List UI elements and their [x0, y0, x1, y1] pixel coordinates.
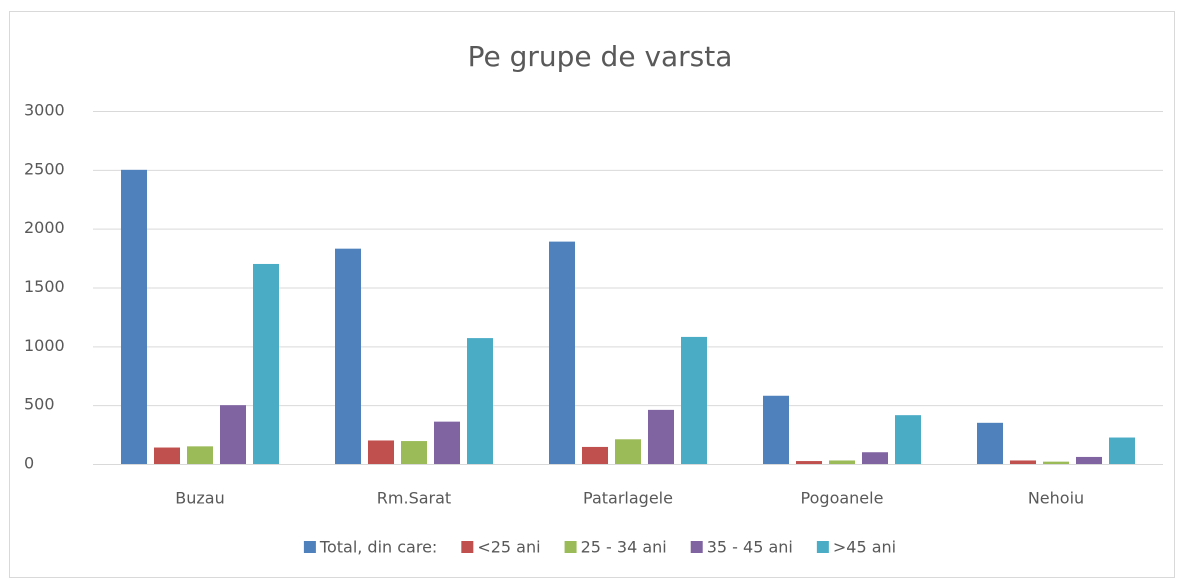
y-tick-label: 3000	[24, 101, 65, 120]
legend-label: <25 ani	[477, 538, 540, 557]
legend-swatch	[564, 541, 577, 553]
x-tick-label: Patarlagele	[583, 489, 673, 508]
bar	[220, 405, 246, 464]
bar	[1076, 456, 1102, 464]
chart-title: Pe grupe de varsta	[468, 40, 733, 73]
bar	[467, 338, 493, 464]
x-tick-label: Rm.Sarat	[377, 489, 451, 508]
bar	[862, 452, 888, 464]
y-tick-label: 1000	[24, 336, 65, 355]
bar	[1010, 460, 1036, 464]
bar	[335, 248, 361, 464]
bar	[549, 241, 575, 464]
bar	[895, 415, 921, 464]
bar	[1043, 461, 1069, 464]
x-tick-label: Nehoiu	[1028, 489, 1084, 508]
bar	[829, 460, 855, 464]
bar	[253, 263, 279, 464]
bar	[796, 461, 822, 464]
bar	[582, 446, 608, 464]
legend-swatch	[303, 541, 316, 553]
bar	[154, 447, 180, 464]
bar	[1109, 437, 1135, 464]
x-tick-label: Buzau	[175, 489, 224, 508]
x-tick-label: Pogoanele	[801, 489, 884, 508]
bar	[434, 421, 460, 464]
y-tick-label: 500	[24, 395, 55, 414]
bar	[977, 422, 1003, 464]
bar	[368, 440, 394, 464]
bar	[401, 441, 427, 464]
legend-swatch	[816, 541, 829, 553]
bar	[121, 169, 147, 465]
bar	[763, 395, 789, 464]
bar	[648, 409, 674, 464]
bar	[187, 446, 213, 464]
legend-swatch	[461, 541, 474, 553]
legend-label: >45 ani	[833, 538, 896, 557]
legend-label: 35 - 45 ani	[707, 538, 793, 557]
legend-swatch	[690, 541, 703, 553]
y-tick-label: 2500	[24, 159, 65, 178]
y-tick-label: 1500	[24, 277, 65, 296]
bar	[615, 439, 641, 464]
y-tick-label: 2000	[24, 218, 65, 237]
legend-label: 25 - 34 ani	[581, 538, 667, 557]
y-tick-label: 0	[24, 454, 34, 473]
legend-label: Total, din care:	[319, 538, 437, 557]
chart-border	[9, 11, 1175, 578]
bar	[681, 336, 707, 464]
